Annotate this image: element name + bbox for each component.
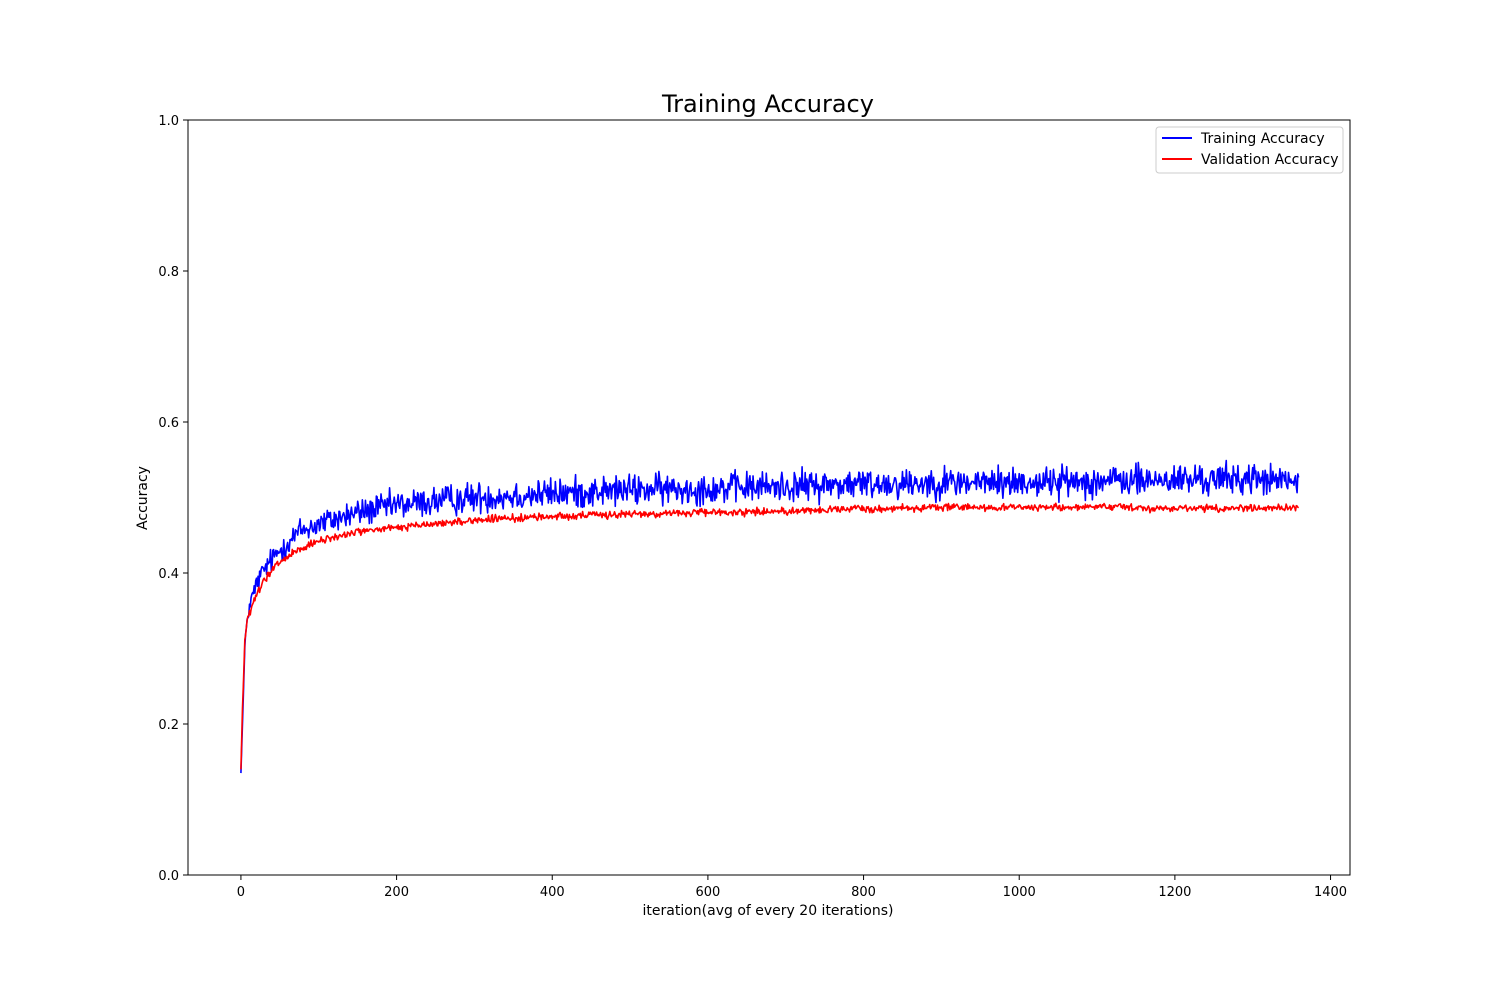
x-axis-ticks: 0 200 400 600 800 1000 1200 1400 — [237, 875, 1347, 900]
x-tick-label: 400 — [540, 885, 565, 900]
x-tick-label: 1200 — [1158, 885, 1191, 900]
plot-frame — [187, 119, 1351, 876]
x-tick-label: 0 — [237, 885, 245, 900]
chart-title: Training Accuracy — [661, 90, 874, 118]
x-tick-label: 1000 — [1003, 885, 1036, 900]
legend: Training Accuracy Validation Accuracy — [1155, 126, 1344, 174]
y-axis-label: Accuracy — [135, 466, 151, 530]
x-tick-label: 1400 — [1314, 885, 1347, 900]
plot-background — [188, 120, 1350, 875]
validation-accuracy-line — [240, 502, 1300, 770]
plot-area — [187, 119, 1351, 876]
y-tick-label: 0.6 — [158, 416, 179, 431]
y-tick-label: 0.8 — [158, 265, 179, 280]
x-tick-label: 200 — [384, 885, 409, 900]
x-tick-label: 600 — [695, 885, 720, 900]
y-tick-label: 0.0 — [158, 869, 179, 884]
legend-label-training: Training Accuracy — [1200, 131, 1325, 147]
x-tick-label: 800 — [851, 885, 876, 900]
legend-label-validation: Validation Accuracy — [1201, 152, 1339, 168]
x-axis-label: iteration(avg of every 20 iterations) — [643, 903, 894, 919]
series-layer — [240, 459, 1300, 774]
training-accuracy-line — [240, 459, 1300, 774]
y-axis-ticks: 0.0 0.2 0.4 0.6 0.8 1.0 — [158, 114, 188, 884]
y-tick-label: 0.4 — [158, 567, 179, 582]
y-tick-label: 0.2 — [158, 718, 179, 733]
y-tick-label: 1.0 — [158, 114, 179, 129]
legend-box — [1155, 126, 1344, 174]
